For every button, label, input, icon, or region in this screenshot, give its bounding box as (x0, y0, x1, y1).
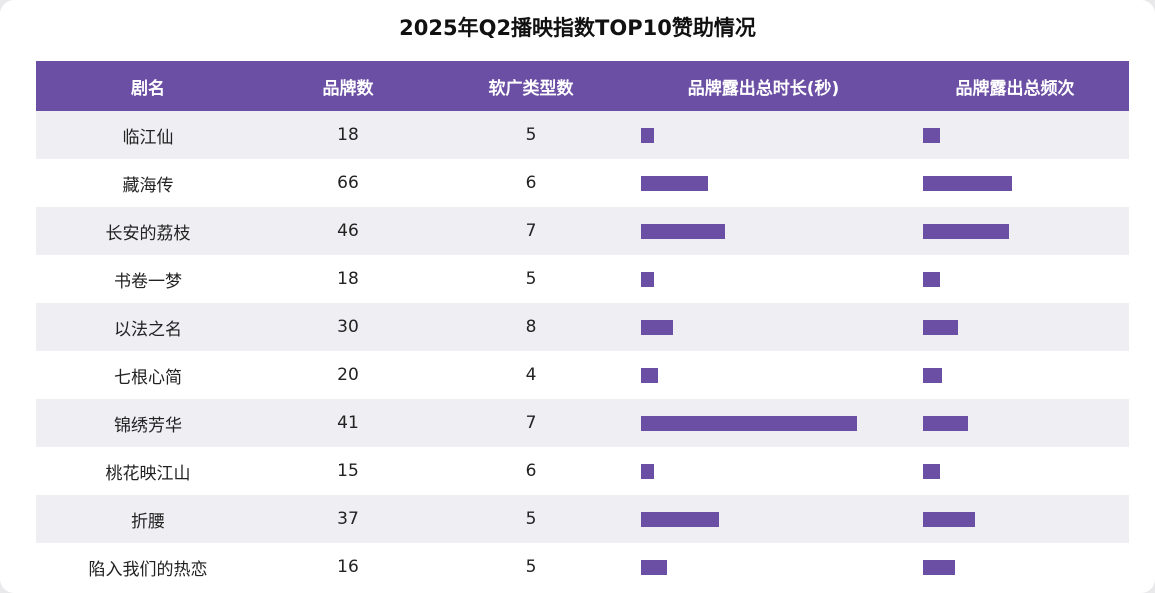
cell-exposure-duration (626, 351, 901, 399)
cell-ad-type-count: 6 (436, 447, 626, 495)
header-exposure-duration: 品牌露出总时长(秒) (626, 61, 901, 111)
duration-bar (641, 128, 654, 143)
cell-ad-type-count: 5 (436, 111, 626, 159)
cell-ad-type-count: 5 (436, 495, 626, 543)
duration-bar (641, 176, 708, 191)
table-row: 以法之名 30 8 (36, 303, 1129, 351)
cell-brand-count: 46 (260, 207, 436, 255)
frequency-bar (923, 368, 942, 383)
frequency-bar (923, 224, 1009, 239)
table-row: 书卷一梦 18 5 (36, 255, 1129, 303)
cell-ad-type-count: 8 (436, 303, 626, 351)
cell-exposure-frequency (901, 495, 1129, 543)
cell-show-name: 七根心简 (36, 351, 260, 399)
table-row: 锦绣芳华 41 7 (36, 399, 1129, 447)
frequency-bar (923, 416, 968, 431)
cell-ad-type-count: 7 (436, 399, 626, 447)
cell-exposure-duration (626, 207, 901, 255)
cell-show-name: 书卷一梦 (36, 255, 260, 303)
frequency-bar (923, 320, 958, 335)
chart-title: 2025年Q2播映指数TOP10赞助情况 (399, 16, 756, 40)
duration-bar (641, 560, 667, 575)
cell-exposure-duration (626, 543, 901, 591)
cell-show-name: 以法之名 (36, 303, 260, 351)
frequency-bar (923, 128, 940, 143)
cell-exposure-frequency (901, 447, 1129, 495)
cell-exposure-duration (626, 159, 901, 207)
frequency-bar (923, 176, 1012, 191)
table-row: 临江仙 18 5 (36, 111, 1129, 159)
table-header-row: 剧名 品牌数 软广类型数 品牌露出总时长(秒) 品牌露出总频次 (36, 61, 1129, 111)
cell-ad-type-count: 6 (436, 159, 626, 207)
duration-bar (641, 272, 654, 287)
frequency-bar (923, 272, 940, 287)
duration-bar (641, 224, 725, 239)
header-ad-type-count: 软广类型数 (436, 61, 626, 111)
cell-show-name: 折腰 (36, 495, 260, 543)
table-row: 陷入我们的热恋 16 5 (36, 543, 1129, 591)
cell-show-name: 锦绣芳华 (36, 399, 260, 447)
cell-brand-count: 41 (260, 399, 436, 447)
cell-exposure-frequency (901, 399, 1129, 447)
frequency-bar (923, 560, 955, 575)
cell-exposure-duration (626, 111, 901, 159)
header-show-name: 剧名 (36, 61, 260, 111)
cell-exposure-duration (626, 447, 901, 495)
cell-ad-type-count: 7 (436, 207, 626, 255)
cell-brand-count: 16 (260, 543, 436, 591)
table-row: 藏海传 66 6 (36, 159, 1129, 207)
cell-exposure-duration (626, 255, 901, 303)
cell-show-name: 藏海传 (36, 159, 260, 207)
cell-brand-count: 37 (260, 495, 436, 543)
duration-bar (641, 512, 719, 527)
cell-ad-type-count: 5 (436, 255, 626, 303)
cell-brand-count: 30 (260, 303, 436, 351)
cell-exposure-frequency (901, 303, 1129, 351)
cell-brand-count: 66 (260, 159, 436, 207)
table-row: 折腰 37 5 (36, 495, 1129, 543)
duration-bar (641, 416, 857, 431)
cell-exposure-frequency (901, 159, 1129, 207)
cell-ad-type-count: 4 (436, 351, 626, 399)
cell-exposure-duration (626, 303, 901, 351)
header-brand-count: 品牌数 (260, 61, 436, 111)
cell-show-name: 临江仙 (36, 111, 260, 159)
table-row: 长安的荔枝 46 7 (36, 207, 1129, 255)
cell-show-name: 陷入我们的热恋 (36, 543, 260, 591)
table-row: 桃花映江山 15 6 (36, 447, 1129, 495)
cell-exposure-frequency (901, 543, 1129, 591)
cell-show-name: 长安的荔枝 (36, 207, 260, 255)
cell-exposure-frequency (901, 255, 1129, 303)
cell-brand-count: 18 (260, 255, 436, 303)
cell-ad-type-count: 5 (436, 543, 626, 591)
frequency-bar (923, 512, 975, 527)
frequency-bar (923, 464, 940, 479)
cell-brand-count: 15 (260, 447, 436, 495)
duration-bar (641, 464, 654, 479)
cell-show-name: 桃花映江山 (36, 447, 260, 495)
header-exposure-frequency: 品牌露出总频次 (901, 61, 1129, 111)
duration-bar (641, 368, 658, 383)
sponsor-table: 剧名 品牌数 软广类型数 品牌露出总时长(秒) 品牌露出总频次 临江仙 18 5 藏海… (36, 61, 1129, 591)
cell-brand-count: 18 (260, 111, 436, 159)
duration-bar (641, 320, 673, 335)
cell-exposure-frequency (901, 207, 1129, 255)
cell-exposure-frequency (901, 351, 1129, 399)
cell-exposure-frequency (901, 111, 1129, 159)
table-row: 七根心简 20 4 (36, 351, 1129, 399)
cell-brand-count: 20 (260, 351, 436, 399)
table-body: 临江仙 18 5 藏海传 66 6 长安的荔枝 46 7 书卷一梦 18 5 以法之名 30 8 七根心简 20… (36, 111, 1129, 591)
cell-exposure-duration (626, 495, 901, 543)
cell-exposure-duration (626, 399, 901, 447)
